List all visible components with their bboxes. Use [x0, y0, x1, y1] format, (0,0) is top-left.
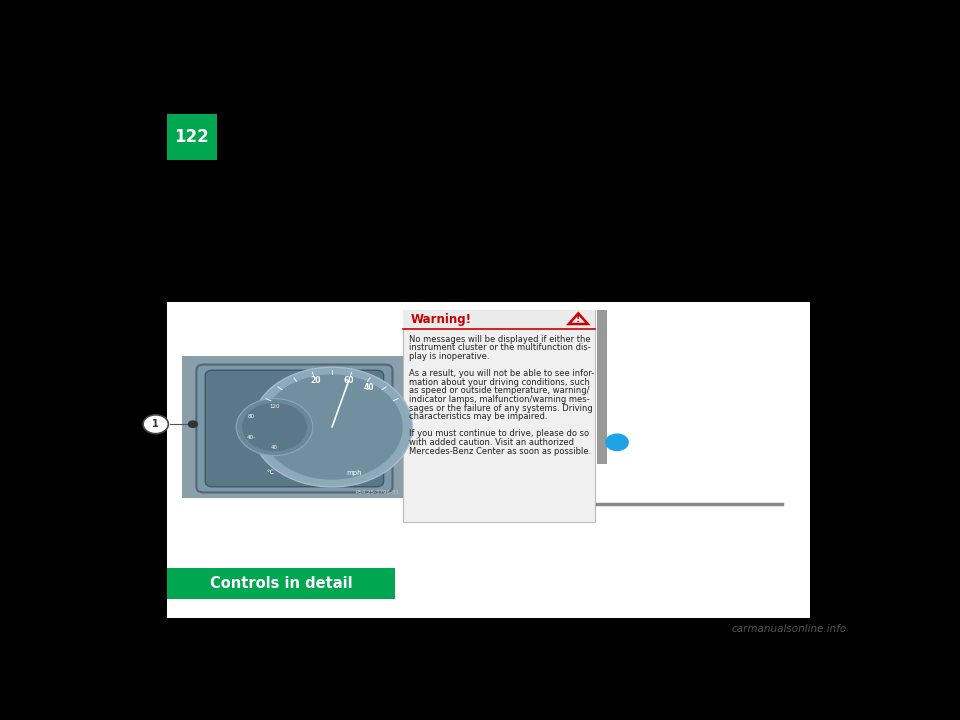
FancyBboxPatch shape [403, 310, 594, 521]
Circle shape [188, 420, 198, 428]
FancyBboxPatch shape [166, 567, 396, 598]
Text: 40-: 40- [246, 435, 255, 440]
Text: characteristics may be impaired.: characteristics may be impaired. [409, 412, 548, 421]
Circle shape [143, 415, 168, 433]
Text: No messages will be displayed if either the: No messages will be displayed if either … [409, 335, 591, 344]
Text: with added caution. Visit an authorized: with added caution. Visit an authorized [409, 438, 574, 447]
Text: As a result, you will not be able to see infor-: As a result, you will not be able to see… [409, 369, 594, 378]
FancyBboxPatch shape [166, 302, 809, 618]
Text: Mercedes-Benz Center as soon as possible.: Mercedes-Benz Center as soon as possible… [409, 446, 591, 456]
FancyBboxPatch shape [205, 370, 384, 487]
FancyBboxPatch shape [181, 356, 403, 498]
Text: 40: 40 [364, 383, 374, 392]
Circle shape [605, 433, 629, 451]
Circle shape [236, 399, 313, 456]
Text: 60: 60 [344, 377, 354, 385]
FancyBboxPatch shape [197, 364, 393, 492]
Circle shape [261, 374, 402, 480]
Text: Controls in detail: Controls in detail [209, 576, 352, 590]
FancyBboxPatch shape [403, 310, 594, 329]
Text: P54.25-3796-31: P54.25-3796-31 [356, 490, 399, 495]
Text: ℃: ℃ [267, 470, 274, 475]
FancyBboxPatch shape [597, 310, 608, 464]
Text: 1: 1 [153, 419, 159, 429]
Text: If you must continue to drive, please do so: If you must continue to drive, please do… [409, 429, 589, 438]
Text: play is inoperative.: play is inoperative. [409, 352, 490, 361]
Text: 120: 120 [270, 404, 279, 409]
Text: sages or the failure of any systems. Driving: sages or the failure of any systems. Dri… [409, 404, 593, 413]
Text: mph: mph [347, 469, 362, 476]
FancyBboxPatch shape [166, 114, 217, 160]
Text: instrument cluster or the multifunction dis-: instrument cluster or the multifunction … [409, 343, 591, 353]
Text: as speed or outside temperature, warning/: as speed or outside temperature, warning… [409, 387, 589, 395]
Text: Warning!: Warning! [410, 313, 471, 326]
Text: 122: 122 [174, 127, 209, 145]
Circle shape [252, 367, 412, 487]
Circle shape [242, 403, 307, 451]
Text: 40: 40 [271, 445, 278, 450]
Text: 20: 20 [310, 377, 321, 385]
Text: mation about your driving conditions, such: mation about your driving conditions, su… [409, 378, 590, 387]
Text: indicator lamps, malfunction/warning mes-: indicator lamps, malfunction/warning mes… [409, 395, 590, 404]
Text: !: ! [576, 315, 581, 324]
Text: carmanualsonline.info: carmanualsonline.info [732, 624, 847, 634]
Text: 80: 80 [248, 414, 254, 419]
